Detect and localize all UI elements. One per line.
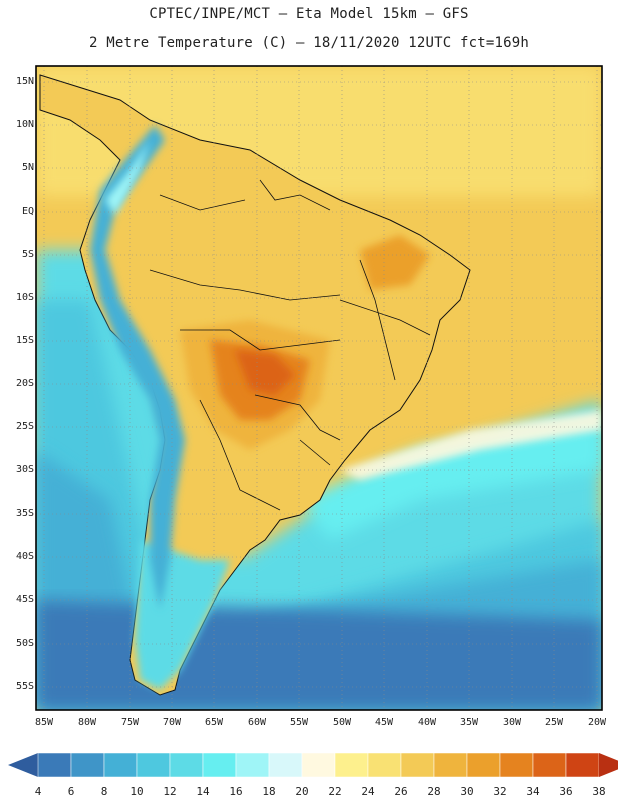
lon-label: 20W <box>587 717 607 728</box>
lon-label: 80W <box>77 717 97 728</box>
map-frame <box>35 65 603 711</box>
lon-label: 45W <box>374 717 394 728</box>
colorbar-right-arrow <box>599 753 618 777</box>
lat-label: 20S <box>15 378 34 389</box>
title-line-2: 2 Metre Temperature (C) – 18/11/2020 12U… <box>88 35 530 51</box>
colorbar <box>8 752 618 778</box>
colorbar-swatch <box>268 752 303 778</box>
lon-label: 65W <box>204 717 224 728</box>
colorbar-label: 14 <box>196 785 210 798</box>
lat-label: 45S <box>15 594 34 605</box>
colorbar-label: 18 <box>262 785 276 798</box>
colorbar-swatch <box>433 752 468 778</box>
lon-label: 35W <box>459 717 479 728</box>
colorbar-left-arrow <box>8 753 38 777</box>
colorbar-swatch <box>532 752 567 778</box>
colorbar-label: 20 <box>295 785 309 798</box>
colorbar-swatch <box>235 752 270 778</box>
lat-label: 5N <box>21 162 34 173</box>
colorbar-swatch <box>367 752 402 778</box>
colorbar-label: 38 <box>592 785 606 798</box>
lat-label: 50S <box>15 638 34 649</box>
colorbar-label: 6 <box>67 785 75 798</box>
colorbar-label: 26 <box>394 785 408 798</box>
colorbar-label: 30 <box>460 785 474 798</box>
graticule <box>36 66 602 710</box>
lon-label: 50W <box>332 717 352 728</box>
lat-label: 25S <box>15 421 34 432</box>
colorbar-swatch <box>400 752 435 778</box>
lon-label: 55W <box>289 717 309 728</box>
colorbar-label: 8 <box>100 785 108 798</box>
colorbar-swatch <box>466 752 501 778</box>
lat-label: 5S <box>21 249 34 260</box>
colorbar-label: 24 <box>361 785 375 798</box>
lat-label: 15S <box>15 335 34 346</box>
colorbar-label: 16 <box>229 785 243 798</box>
colorbar-label: 4 <box>34 785 42 798</box>
colorbar-swatch <box>565 752 600 778</box>
colorbar-label: 10 <box>130 785 144 798</box>
colorbar-swatch <box>499 752 534 778</box>
lon-label: 70W <box>162 717 182 728</box>
colorbar-swatch <box>301 752 336 778</box>
lat-label: 40S <box>15 551 34 562</box>
lat-label: 10S <box>15 292 34 303</box>
lon-label: 60W <box>247 717 267 728</box>
colorbar-label: 28 <box>427 785 441 798</box>
colorbar-label: 12 <box>163 785 177 798</box>
lon-label: 40W <box>417 717 437 728</box>
colorbar-label: 36 <box>559 785 573 798</box>
colorbar-swatch <box>37 752 72 778</box>
lon-label: 75W <box>120 717 140 728</box>
lat-label: EQ <box>21 206 34 217</box>
lon-label: 30W <box>502 717 522 728</box>
lat-label: 30S <box>15 464 34 475</box>
colorbar-swatch <box>136 752 171 778</box>
temperature-field <box>36 66 602 710</box>
lon-label: 85W <box>34 717 54 728</box>
colorbar-label: 34 <box>526 785 540 798</box>
colorbar-swatch <box>334 752 369 778</box>
colorbar-swatch <box>169 752 204 778</box>
colorbar-swatch <box>103 752 138 778</box>
lat-label: 55S <box>15 681 34 692</box>
colorbar-swatch <box>202 752 237 778</box>
lat-label: 35S <box>15 508 34 519</box>
colorbar-label: 22 <box>328 785 342 798</box>
title-line-1: CPTEC/INPE/MCT – Eta Model 15km – GFS <box>149 6 469 22</box>
lat-label: 15N <box>15 76 34 87</box>
colorbar-swatch <box>70 752 105 778</box>
colorbar-label: 32 <box>493 785 507 798</box>
lat-label: 10N <box>15 119 34 130</box>
lon-label: 25W <box>544 717 564 728</box>
